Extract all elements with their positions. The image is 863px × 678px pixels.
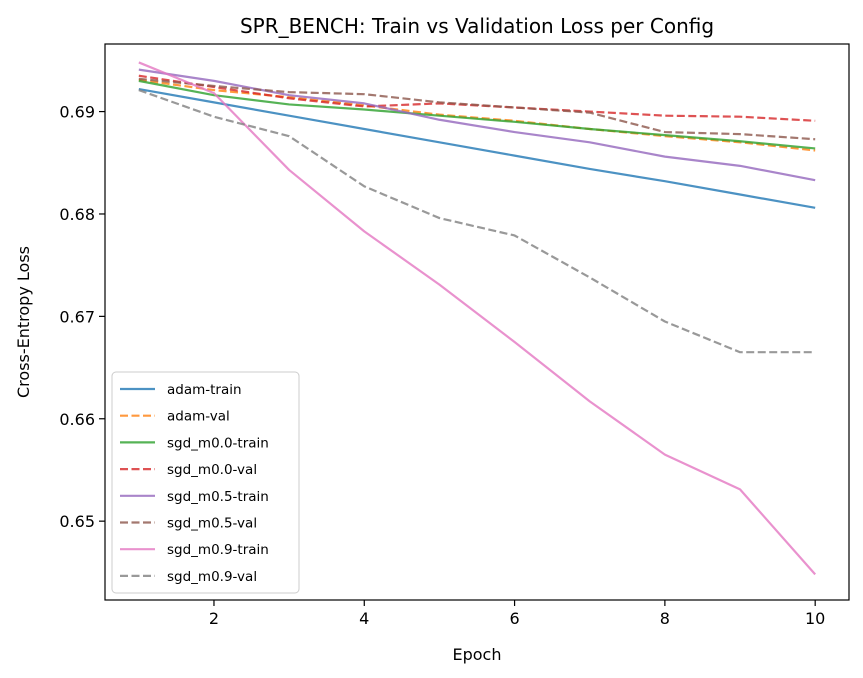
series-line-4	[138, 68, 816, 182]
y-tick-label-0: 0.65	[59, 512, 95, 531]
series-line-2	[138, 79, 816, 150]
y-tick-label-1: 0.66	[59, 410, 95, 429]
x-tick-label-3: 8	[660, 609, 670, 628]
plot-lines	[138, 61, 817, 576]
series-line-7	[138, 89, 816, 354]
legend-label-7: sgd_m0.9-val	[167, 569, 257, 585]
x-axis: 2 4 6 8 10	[209, 600, 825, 628]
series-line-6	[138, 61, 817, 576]
y-tick-label-4: 0.69	[59, 103, 95, 122]
legend: adam-train adam-val sgd_m0.0-train sgd_m0.0…	[111, 371, 300, 594]
legend-label-6: sgd_m0.9-train	[167, 542, 269, 558]
y-tick-label-3: 0.68	[59, 205, 95, 224]
legend-label-0: adam-train	[167, 382, 242, 398]
x-tick-label-0: 2	[209, 609, 219, 628]
y-axis: 0.65 0.66 0.67 0.68 0.69	[59, 103, 105, 531]
legend-label-1: adam-val	[167, 409, 230, 425]
legend-label-4: sgd_m0.5-train	[167, 489, 269, 505]
series-line-0	[138, 87, 816, 209]
x-tick-label-4: 10	[805, 609, 825, 628]
x-tick-label-2: 6	[509, 609, 519, 628]
legend-box	[111, 371, 300, 594]
legend-label-2: sgd_m0.0-train	[167, 435, 269, 451]
legend-label-3: sgd_m0.0-val	[167, 462, 257, 478]
series-line-5	[138, 77, 816, 141]
x-axis-label: Epoch	[453, 645, 502, 664]
x-tick-label-1: 4	[359, 609, 369, 628]
y-axis-label: Cross-Entropy Loss	[14, 246, 33, 398]
y-tick-label-2: 0.67	[59, 307, 95, 326]
legend-label-5: sgd_m0.5-val	[167, 516, 257, 532]
plot-frame	[104, 43, 850, 601]
chart-title: SPR_BENCH: Train vs Validation Loss per …	[240, 14, 714, 38]
